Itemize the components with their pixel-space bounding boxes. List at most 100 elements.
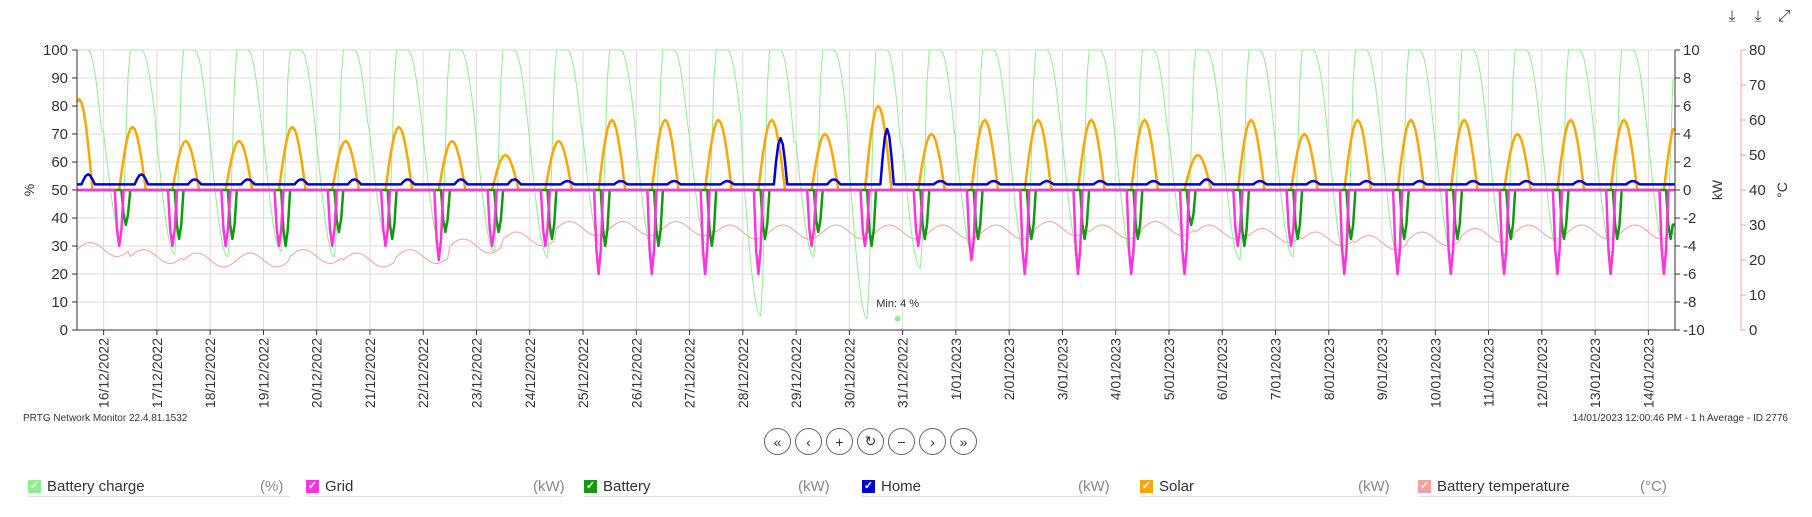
x-tick-label: 24/12/2022 <box>522 338 538 408</box>
checkbox-icon[interactable]: ✓ <box>1418 479 1431 493</box>
x-tick-label: 16/12/2022 <box>96 338 112 408</box>
x-tick-label: 20/12/2022 <box>309 338 325 408</box>
x-tick-label: 19/12/2022 <box>255 338 271 408</box>
left-tick-label: 50 <box>51 182 68 199</box>
first-button[interactable]: « <box>764 428 791 455</box>
legend-label: Battery <box>603 477 651 495</box>
last-button[interactable]: » <box>950 428 977 455</box>
legend-label: Battery charge <box>47 477 145 495</box>
download-icon[interactable]: ⤓ <box>1754 8 1762 25</box>
x-tick-label: 23/12/2022 <box>469 338 485 408</box>
zoom-out-button[interactable]: − <box>888 428 915 455</box>
navigation-controls: «‹ + ↻ − ›» <box>764 428 977 458</box>
temp-tick-label: 70 <box>1749 77 1766 94</box>
reset-button[interactable]: ↻ <box>857 428 884 455</box>
min-annotation: Min: 4 % <box>876 298 919 322</box>
checkbox-icon[interactable]: ✓ <box>862 479 875 493</box>
next-button[interactable]: › <box>919 428 946 455</box>
checkbox-icon[interactable]: ✓ <box>306 479 319 493</box>
x-tick-label: 12/01/2023 <box>1534 338 1550 408</box>
download-icon[interactable]: ⤓ <box>1728 8 1736 25</box>
legend-unit: (°C) <box>1640 477 1667 495</box>
checkbox-icon[interactable]: ✓ <box>28 479 41 493</box>
kw-tick-label: 8 <box>1683 70 1691 87</box>
temp-tick-label: 40 <box>1749 182 1766 199</box>
min-annotation-label: Min: 4 % <box>876 298 919 310</box>
legend-item[interactable]: ✓ Battery temperature <box>1418 475 1570 497</box>
x-tick-label: 8/01/2023 <box>1321 338 1337 400</box>
legend: ✓ Battery charge (%) ✓ Grid (kW) ✓ Battery (kW) ✓… <box>28 475 1688 497</box>
left-tick-label: 40 <box>51 210 68 227</box>
legend-divider <box>1140 496 1388 497</box>
x-tick-label: 28/12/2022 <box>735 338 751 408</box>
checkbox-icon[interactable]: ✓ <box>584 479 597 493</box>
left-tick-label: 10 <box>51 294 68 311</box>
legend-item[interactable]: ✓ Home <box>862 475 921 497</box>
series-grid <box>77 188 1675 276</box>
legend-divider <box>28 496 290 497</box>
x-tick-label: 21/12/2022 <box>362 338 378 408</box>
temp-tick-label: 50 <box>1749 147 1766 164</box>
min-annotation-point <box>894 315 901 322</box>
x-tick-label: 2/01/2023 <box>1001 338 1017 400</box>
legend-divider <box>862 496 1108 497</box>
kw-tick-label: -8 <box>1683 294 1696 311</box>
x-tick-label: 11/01/2023 <box>1481 338 1497 407</box>
legend-item[interactable]: ✓ Grid <box>306 475 353 497</box>
left-tick-label: 70 <box>51 126 68 143</box>
series-solar <box>75 97 1675 192</box>
previous-button[interactable]: ‹ <box>795 428 822 455</box>
left-tick-label: 90 <box>51 70 68 87</box>
x-tick-label: 1/01/2023 <box>948 338 964 400</box>
x-tick-label: 10/01/2023 <box>1427 338 1443 408</box>
legend-label: Solar <box>1159 477 1195 495</box>
kw-tick-label: 10 <box>1683 42 1700 59</box>
x-tick-label: 9/01/2023 <box>1374 338 1390 400</box>
left-axis-title: % <box>21 184 37 196</box>
left-tick-label: 100 <box>43 42 68 59</box>
x-tick-label: 30/12/2022 <box>841 338 857 408</box>
temp-tick-label: 0 <box>1749 322 1757 339</box>
legend-item[interactable]: ✓ Battery charge <box>28 475 145 497</box>
legend-label: Home <box>881 477 922 495</box>
x-tick-label: 3/01/2023 <box>1054 338 1070 400</box>
legend-label: Battery temperature <box>1437 477 1570 495</box>
left-tick-label: 20 <box>51 266 68 283</box>
series-battery-charge <box>77 49 1675 320</box>
temp-tick-label: 60 <box>1749 112 1766 129</box>
x-tick-label: 22/12/2022 <box>415 338 431 408</box>
x-tick-label: 31/12/2022 <box>895 338 911 408</box>
series-layer <box>75 49 1675 320</box>
temp-axis-title: °C <box>1774 182 1790 198</box>
left-tick-label: 0 <box>60 322 68 339</box>
legend-item[interactable]: ✓ Battery <box>584 475 651 497</box>
left-tick-label: 60 <box>51 154 68 171</box>
kw-tick-label: -2 <box>1683 210 1696 227</box>
x-axis-ticks: 16/12/2022 17/12/2022 18/12/2022 19/12/2022… <box>96 330 1656 408</box>
footer-version: PRTG Network Monitor 22.4.81.1532 <box>23 413 188 424</box>
kw-axis-ticks: -10 -8 -6 -4 -2 0 2 4 6 8 10 <box>1675 42 1705 339</box>
x-tick-label: 26/12/2022 <box>628 338 644 408</box>
temp-tick-label: 80 <box>1749 42 1766 59</box>
temp-tick-label: 20 <box>1749 252 1766 269</box>
legend-divider <box>1418 496 1670 497</box>
series-battery-temperature <box>76 221 1675 268</box>
expand-icon[interactable]: ⤢ <box>1777 8 1791 25</box>
zoom-in-button[interactable]: + <box>826 428 853 455</box>
checkbox-icon[interactable]: ✓ <box>1140 479 1153 493</box>
left-tick-label: 80 <box>51 98 68 115</box>
x-tick-label: 29/12/2022 <box>788 338 804 408</box>
legend-divider <box>306 496 563 497</box>
legend-divider <box>584 496 828 497</box>
x-tick-label: 6/01/2023 <box>1214 338 1230 400</box>
legend-item[interactable]: ✓ Solar <box>1140 475 1194 497</box>
legend-unit: (kW) <box>533 477 565 495</box>
temp-axis-ticks: 0 10 20 30 40 50 60 70 80 <box>1741 42 1766 339</box>
x-tick-label: 25/12/2022 <box>575 338 591 408</box>
legend-unit: (kW) <box>1078 477 1110 495</box>
legend-unit: (%) <box>260 477 284 495</box>
kw-tick-label: 0 <box>1683 182 1691 199</box>
left-axis-ticks: 0 10 20 30 40 50 60 70 80 90 100 <box>43 42 77 339</box>
x-tick-label: 4/01/2023 <box>1108 338 1124 400</box>
